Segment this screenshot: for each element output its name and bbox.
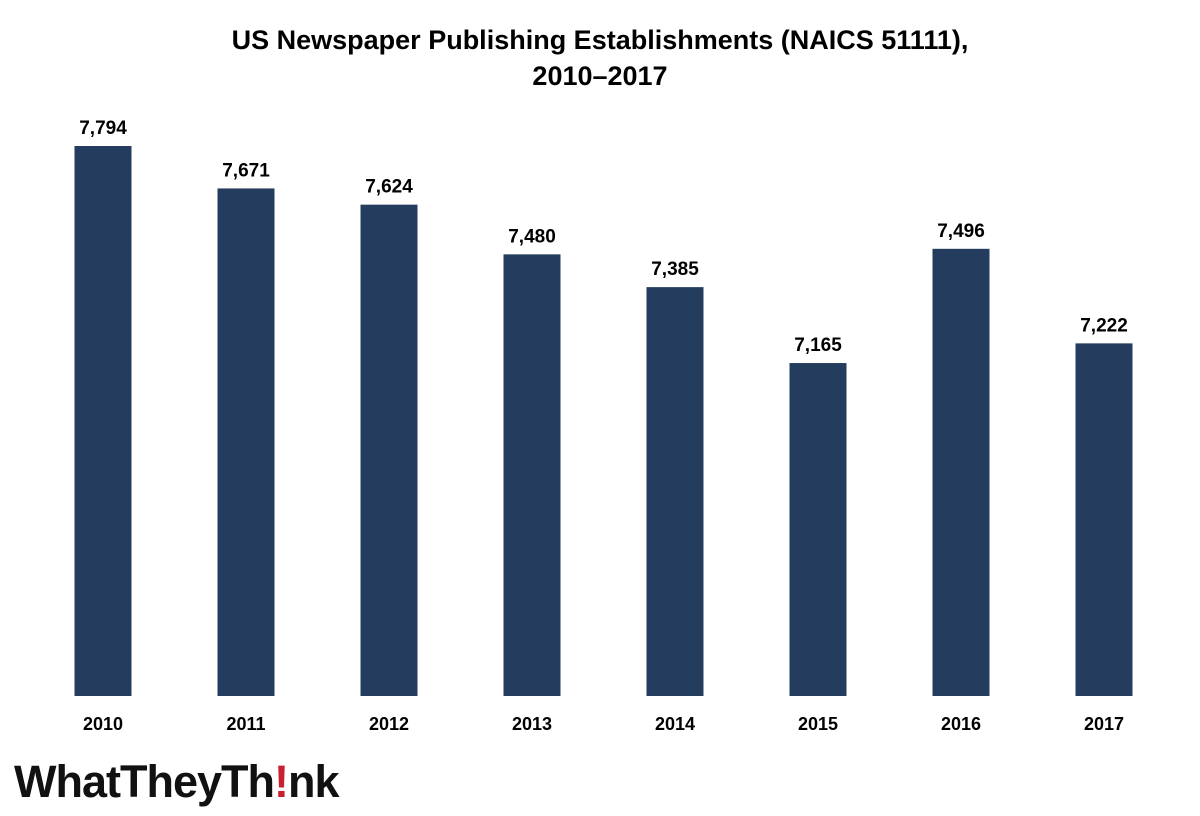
bar-2015 [789, 363, 847, 696]
chart-title-line-2: 2010–2017 [532, 61, 668, 91]
x-tick-label-2010: 2010 [83, 714, 123, 734]
data-label-2012: 7,624 [365, 177, 413, 198]
x-tick-label-2015: 2015 [798, 714, 838, 734]
bar-2011 [217, 188, 275, 696]
x-tick-label-2017: 2017 [1084, 714, 1124, 734]
bar-2012 [360, 204, 418, 696]
x-tick-label-2016: 2016 [941, 714, 981, 734]
x-tick-label-2014: 2014 [655, 714, 695, 734]
data-label-2010: 7,794 [79, 118, 127, 139]
bar-2016 [932, 248, 990, 696]
data-label-2011: 7,671 [222, 160, 270, 181]
bar-2013 [503, 254, 561, 696]
x-tick-label-2013: 2013 [512, 714, 552, 734]
x-tick-label-2012: 2012 [369, 714, 409, 734]
logo-text-end: nk [287, 756, 340, 807]
bar-2017 [1075, 343, 1133, 696]
whattheythink-logo: WhatTheyTh!nk [14, 754, 339, 810]
data-label-2013: 7,480 [508, 226, 556, 247]
chart-title: US Newspaper Publishing Establishments (… [0, 22, 1200, 94]
data-label-2014: 7,385 [651, 259, 699, 280]
x-tick-label-2011: 2011 [226, 714, 265, 734]
data-label-2017: 7,222 [1080, 315, 1128, 336]
logo-exclamation-mark: ! [273, 756, 289, 807]
logo-text-start: WhatTheyTh [14, 756, 275, 807]
data-label-2015: 7,165 [794, 335, 842, 356]
chart-title-line-1: US Newspaper Publishing Establishments (… [231, 25, 969, 55]
bar-2010 [74, 146, 132, 696]
bar-2014 [646, 287, 704, 696]
data-label-2016: 7,496 [937, 221, 985, 242]
